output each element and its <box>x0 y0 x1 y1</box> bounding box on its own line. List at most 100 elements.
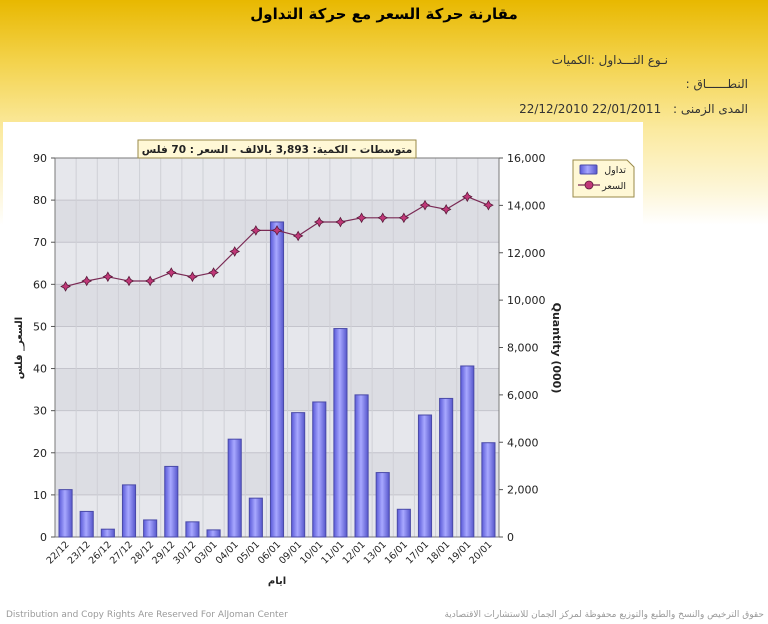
x-axis-title: ايام <box>268 576 286 587</box>
x-tick-label: 28/12 <box>129 539 156 566</box>
tick-label-right: 8,000 <box>507 342 539 355</box>
price-point-11/01 <box>335 216 346 228</box>
x-tick-label: 22/12 <box>45 539 72 566</box>
legend-label-line: السعر <box>601 181 626 192</box>
period-value: 22/12/2010 22/01/2011 <box>519 102 662 116</box>
footer-left: Distribution and Copy Rights Are Reserve… <box>6 610 288 620</box>
tick-label-left: 70 <box>33 236 47 249</box>
price-point-16/01 <box>398 212 410 224</box>
bar-22/12 <box>58 489 73 538</box>
x-tick-label: 10/01 <box>298 539 325 566</box>
bar-04/01 <box>227 438 242 538</box>
trade-type-row: نـوع التـــداول :الكميات <box>552 53 668 67</box>
bar-11/01 <box>333 328 348 538</box>
x-tick-label: 30/12 <box>171 539 198 566</box>
tick-label-right: 4,000 <box>507 436 539 449</box>
price-point-03/01 <box>208 267 219 278</box>
price-point-22/12 <box>60 281 71 292</box>
bar-27/12 <box>121 484 137 538</box>
page-title: مقارنة حركة السعر مع حركة التداول <box>250 5 518 23</box>
x-tick-label: 04/01 <box>214 539 241 566</box>
x-tick-label: 16/01 <box>383 539 410 566</box>
x-tick-label: 09/01 <box>277 539 304 566</box>
price-point-23/12 <box>81 275 93 287</box>
bar-29/12 <box>164 465 179 538</box>
price-point-12/01 <box>356 212 367 224</box>
bar-05/01 <box>248 497 263 538</box>
tick-label-right: 0 <box>507 531 514 544</box>
line-series <box>60 191 494 292</box>
bar-03/01 <box>206 529 221 538</box>
price-point-27/12 <box>123 275 135 287</box>
price-point-05/01 <box>250 225 262 236</box>
period-label: المدى الزمنى : <box>673 102 748 116</box>
x-tick-label: 06/01 <box>256 539 283 566</box>
tick-label-right: 6,000 <box>507 389 539 402</box>
y-axis-title-right: Quantity (000) <box>550 303 563 394</box>
trade-type-label: نـوع التـــداول : <box>590 53 668 67</box>
price-point-28/12 <box>144 275 156 287</box>
bar-23/12 <box>79 510 94 538</box>
price-point-09/01 <box>292 230 304 242</box>
footer-right: حقوق الترخيص والنسخ والطبع والتوزيع محفو… <box>444 610 764 620</box>
x-tick-label: 12/01 <box>341 539 368 566</box>
legend-swatch-bar <box>579 164 598 175</box>
averages-box-frame <box>137 139 417 159</box>
x-tick-label: 27/12 <box>108 539 135 566</box>
bar-09/01 <box>291 412 306 538</box>
price-point-29/12 <box>165 267 177 278</box>
averages-box: متوسطات - الكمية: 3,893 بالالف - السعر :… <box>137 139 417 159</box>
bar-26/12 <box>100 528 115 538</box>
price-point-26/12 <box>102 271 114 283</box>
bar-12/01 <box>354 394 369 538</box>
bar-19/01 <box>460 365 475 538</box>
bar-18/01 <box>439 397 454 538</box>
x-tick-label: 18/01 <box>425 539 452 566</box>
legend-marker-line <box>584 180 594 190</box>
y-axis-title-left: السعر_ فلس <box>14 317 25 379</box>
x-tick-label: 17/01 <box>404 539 431 566</box>
price-point-19/01 <box>461 191 473 203</box>
tick-label-right: 2,000 <box>507 484 539 497</box>
averages-label: متوسطات - الكمية: 3,893 بالالف - السعر :… <box>142 144 412 156</box>
x-tick-label: 29/12 <box>150 539 177 566</box>
bar-17/01 <box>417 414 433 538</box>
legend: تداول السعر <box>572 159 635 198</box>
tick-label-left: 0 <box>40 531 47 544</box>
grid-band <box>55 158 499 201</box>
tick-label-left: 50 <box>33 320 47 333</box>
scope-label: النطــــــاق : <box>685 77 748 91</box>
tick-label-right: 16,000 <box>507 152 546 165</box>
tick-label-left: 40 <box>33 363 47 376</box>
tick-label-right: 10,000 <box>507 294 546 307</box>
bar-30/12 <box>185 521 200 538</box>
scope-row: النطــــــاق : <box>686 77 748 91</box>
price-point-17/01 <box>419 199 431 211</box>
x-tick-label: 26/12 <box>87 539 114 566</box>
tick-label-left: 60 <box>33 278 47 291</box>
tick-label-right: 12,000 <box>507 247 546 260</box>
x-tick-label: 11/01 <box>319 539 346 566</box>
tick-label-left: 30 <box>33 405 47 418</box>
bar-10/01 <box>312 401 327 538</box>
legend-label-bar: تداول <box>604 165 626 176</box>
bar-20/01 <box>481 442 496 538</box>
bar-13/01 <box>375 472 390 538</box>
price-point-20/01 <box>483 199 494 211</box>
x-tick-label: 19/01 <box>446 539 473 566</box>
bar-06/01 <box>269 221 285 538</box>
price-point-10/01 <box>313 216 325 228</box>
x-tick-label: 20/01 <box>467 539 494 566</box>
tick-label-left: 20 <box>33 447 47 460</box>
price-point-30/12 <box>187 271 198 283</box>
period-row: المدى الزمنى : 22/12/2010 22/01/2011 <box>519 102 748 116</box>
x-tick-label: 03/01 <box>193 539 220 566</box>
bar-28/12 <box>143 519 158 538</box>
x-tick-label: 23/12 <box>66 539 93 566</box>
tick-label-left: 10 <box>33 489 47 502</box>
price-point-06/01 <box>271 225 283 236</box>
bar-16/01 <box>396 508 411 538</box>
price-point-13/01 <box>377 212 389 224</box>
trade-type-value: الكميات <box>551 53 591 67</box>
tick-label-right: 14,000 <box>507 199 546 212</box>
